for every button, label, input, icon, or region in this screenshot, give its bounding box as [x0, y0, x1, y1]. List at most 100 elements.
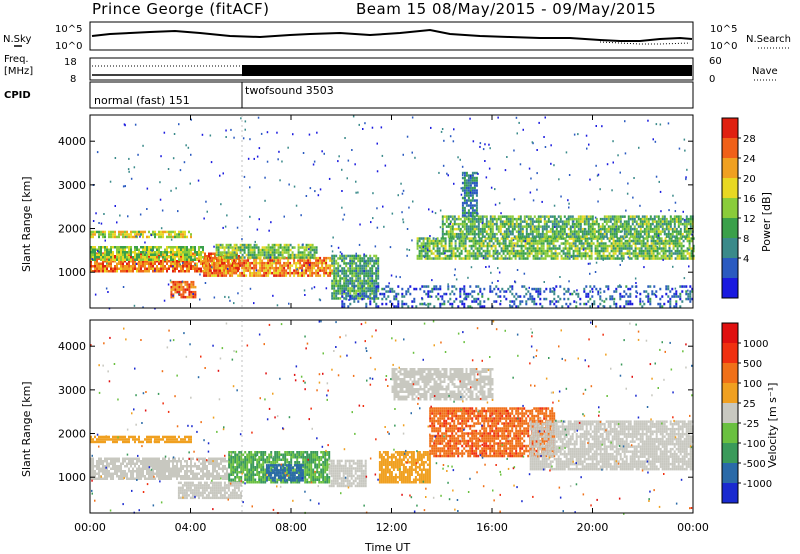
heatmap-cell: [422, 246, 424, 249]
heatmap-cell: [475, 201, 478, 205]
heatmap-cell: [202, 270, 204, 273]
heatmap-cell: [618, 237, 621, 240]
heatmap-cell: [225, 243, 228, 247]
heatmap-cell: [650, 249, 653, 253]
heatmap-cell: [576, 252, 579, 255]
heatmap-cell: [539, 232, 542, 236]
heatmap-cell: [439, 226, 442, 229]
heatmap-cell: [528, 242, 531, 245]
heatmap-cell: [182, 251, 184, 254]
heatmap-cell: [150, 253, 152, 256]
heatmap-cell: [186, 260, 188, 263]
heatmap-cell: [311, 266, 314, 270]
heatmap-cell: [253, 248, 256, 252]
heatmap-cell: [475, 217, 478, 221]
heatmap-cell: [132, 260, 134, 263]
heatmap-cell: [168, 265, 170, 268]
heatmap-cell: [114, 258, 116, 261]
heatmap-cell: [471, 181, 474, 185]
heatmap-cell: [335, 254, 338, 258]
heatmap-cell: [439, 295, 442, 298]
heatmap-cell: [625, 220, 628, 223]
heatmap-cell: [158, 260, 160, 263]
heatmap-cell: [363, 272, 366, 275]
heatmap-cell: [339, 264, 342, 268]
heatmap-cell: [425, 292, 428, 296]
heatmap-cell: [367, 297, 370, 300]
heatmap-cell: [497, 225, 500, 228]
heatmap-cell: [313, 160, 316, 163]
heatmap-cell: [604, 254, 607, 258]
heatmap-cell: [247, 259, 250, 262]
heatmap-cell: [686, 239, 689, 243]
heatmap-cell: [681, 300, 684, 303]
heatmap-cell: [180, 253, 182, 256]
heatmap-cell: [291, 271, 294, 275]
heatmap-cell: [188, 295, 191, 299]
heatmap-cell: [263, 264, 266, 267]
heatmap-cell: [140, 267, 142, 270]
heatmap-cell: [438, 242, 441, 245]
heatmap-cell: [577, 292, 580, 296]
heatmap-cell: [646, 239, 649, 243]
heatmap-cell: [546, 249, 549, 253]
heatmap-cell: [491, 227, 494, 231]
heatmap-cell: [168, 233, 170, 236]
nsky-label: N.Sky: [3, 34, 31, 45]
heatmap-cell: [364, 260, 366, 263]
heatmap-cell: [540, 252, 543, 255]
heatmap-cell: [116, 253, 118, 256]
heatmap-cell: [313, 264, 316, 267]
heatmap-cell: [166, 253, 168, 256]
heatmap-cell: [214, 252, 216, 255]
heatmap-cell: [134, 246, 136, 249]
heatmap-cell: [357, 284, 360, 288]
heatmap-cell: [611, 189, 613, 192]
heatmap-cell: [453, 235, 456, 238]
heatmap-cell: [138, 248, 140, 251]
heatmap-cell: [441, 227, 444, 231]
heatmap-cell: [529, 297, 532, 301]
heatmap-cell: [209, 256, 212, 260]
heatmap-cell: [569, 217, 572, 221]
heatmap-cell: [375, 297, 378, 300]
heatmap-cell: [663, 227, 666, 231]
heatmap-cell: [130, 253, 132, 256]
heatmap-cell: [472, 249, 475, 253]
heatmap-cell: [597, 235, 600, 238]
heatmap-cell: [514, 244, 517, 248]
heatmap-cell: [497, 295, 500, 298]
heatmap-cell: [162, 233, 164, 236]
heatmap-cell: [299, 251, 302, 254]
heatmap-cell: [482, 254, 485, 258]
heatmap-cell: [614, 247, 617, 250]
heatmap-cell: [363, 284, 366, 288]
heatmap-cell: [253, 243, 256, 247]
heatmap-cell: [481, 235, 484, 238]
heatmap-cell: [466, 254, 469, 258]
heatmap-cell: [581, 232, 584, 236]
heatmap-cell: [128, 256, 130, 259]
heatmap-cell: [524, 257, 527, 260]
heatmap-cell: [287, 251, 290, 254]
heatmap-cell: [213, 259, 216, 262]
heatmap-cell: [158, 235, 160, 239]
heatmap-cell: [122, 267, 124, 270]
freq-top-label: Freq.: [4, 54, 29, 65]
heatmap-cell: [295, 271, 298, 275]
heatmap-cell: [156, 251, 158, 254]
heatmap-cell: [416, 237, 419, 240]
heatmap-cell: [661, 225, 664, 228]
heatmap-cell: [375, 295, 378, 298]
heatmap-cell: [623, 305, 626, 308]
heatmap-cell: [140, 252, 142, 255]
heatmap-cell: [219, 256, 222, 260]
heatmap-cell: [445, 220, 448, 223]
heatmap-cell: [642, 257, 645, 260]
heatmap-cell: [275, 243, 278, 247]
heatmap-cell: [465, 194, 468, 197]
heatmap-cell: [507, 227, 510, 231]
heatmap-cell: [659, 230, 662, 233]
heatmap-cell: [210, 252, 212, 255]
heatmap-cell: [652, 138, 654, 141]
